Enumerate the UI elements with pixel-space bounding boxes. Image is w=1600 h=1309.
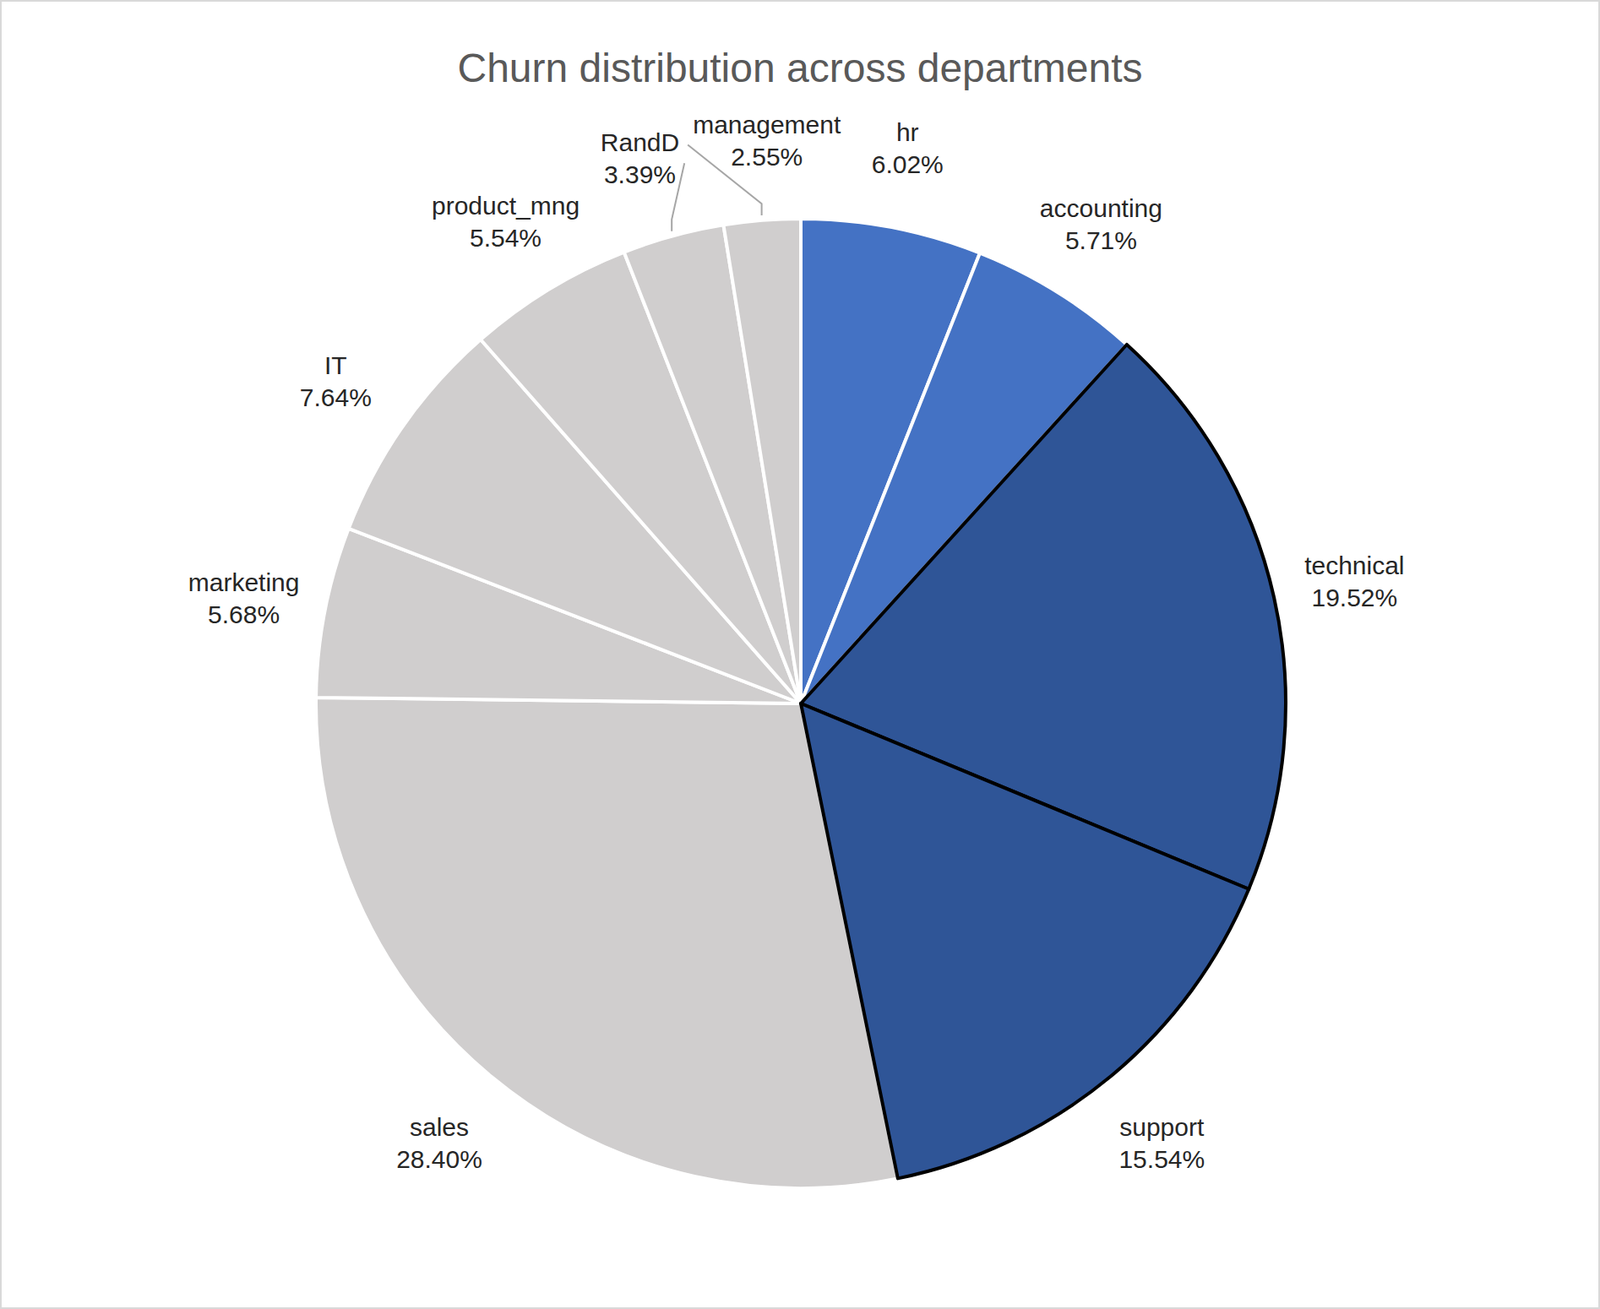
data-label: support 15.54% bbox=[1118, 1113, 1205, 1174]
value-label: 3.39% bbox=[604, 160, 676, 189]
data-label: technical 19.52% bbox=[1304, 551, 1405, 612]
category-label: support bbox=[1119, 1113, 1205, 1142]
category-label: RandD bbox=[600, 128, 680, 157]
category-label: management bbox=[692, 110, 842, 139]
leader-line bbox=[671, 163, 685, 232]
value-label: 5.68% bbox=[207, 600, 280, 629]
pie-slice bbox=[723, 218, 801, 704]
pie-slice bbox=[800, 703, 1249, 1179]
leader-line bbox=[687, 145, 762, 217]
data-labels: hr 6.02% accounting 5.71% technical 19.52% sup… bbox=[188, 110, 1405, 1175]
data-label: hr 6.02% bbox=[871, 118, 944, 179]
chart-title: Churn distribution across departments bbox=[457, 45, 1143, 91]
value-label: 2.55% bbox=[730, 142, 803, 171]
data-label: management 2.55% bbox=[692, 110, 842, 171]
data-label: sales 28.40% bbox=[396, 1113, 483, 1174]
data-label: product_mng 5.54% bbox=[431, 191, 580, 252]
chart: Churn distribution across departments hr 6… bbox=[0, 0, 1600, 1309]
value-label: 5.71% bbox=[1065, 226, 1138, 255]
value-label: 7.64% bbox=[299, 383, 372, 412]
category-label: sales bbox=[409, 1113, 469, 1142]
category-label: marketing bbox=[188, 568, 300, 597]
category-label: technical bbox=[1304, 551, 1405, 580]
data-label: RandD 3.39% bbox=[600, 128, 680, 189]
value-label: 19.52% bbox=[1311, 583, 1398, 612]
value-label: 6.02% bbox=[871, 150, 944, 179]
pie-slice bbox=[315, 697, 898, 1189]
category-label: IT bbox=[324, 351, 348, 380]
data-label: marketing 5.68% bbox=[188, 568, 300, 629]
value-label: 28.40% bbox=[396, 1145, 483, 1174]
category-label: product_mng bbox=[431, 191, 580, 220]
category-label: accounting bbox=[1039, 194, 1163, 223]
data-label: accounting 5.71% bbox=[1039, 194, 1163, 255]
value-label: 5.54% bbox=[469, 223, 542, 252]
data-label: IT 7.64% bbox=[299, 351, 372, 412]
pie bbox=[315, 218, 1286, 1189]
value-label: 15.54% bbox=[1118, 1145, 1205, 1174]
category-label: hr bbox=[896, 118, 920, 147]
chart-frame bbox=[0, 0, 1600, 1309]
